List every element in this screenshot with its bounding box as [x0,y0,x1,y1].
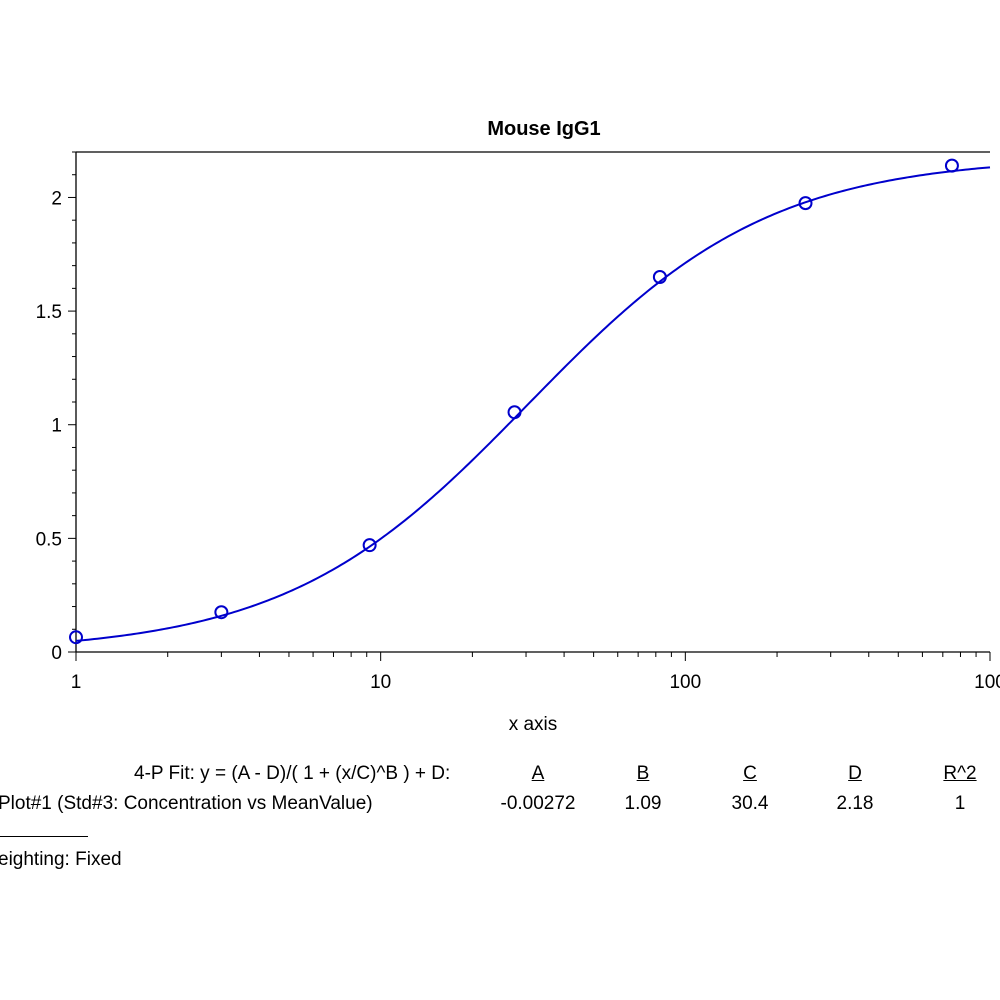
y-tick-label: 2 [51,188,62,209]
data-point [798,196,813,211]
fit-header-r2: R^2 [943,763,977,784]
data-point [69,630,83,645]
chart-title: Mouse IgG1 [487,118,600,140]
fit-value-a: -0.00272 [500,793,576,814]
fit-row-label: Plot#1 (Std#3: Concentration vs MeanValu… [0,793,373,814]
y-tick-label: 1.5 [36,302,62,323]
data-point [652,270,667,284]
fit-header-c: C [743,763,757,784]
y-tick-label: 0.5 [36,529,62,550]
x-tick-label: 10 [370,672,391,693]
fit-header-b: B [636,763,650,784]
x-tick-label: 1 [71,672,82,693]
data-point [507,405,522,420]
fit-value-b: 1.09 [624,793,662,814]
fit-curve [75,166,991,642]
data-point [944,158,959,173]
y-tick-label: 1 [51,416,62,437]
plot-area: 0 0.5 1 1.5 2 1 10 100 100 [36,151,1000,693]
fit-value-r2: 1 [954,793,966,814]
data-point [362,538,377,553]
fit-value-d: 2.18 [836,793,874,814]
weighting-label: eighting: Fixed [0,849,122,870]
fit-equation-label: 4-P Fit: y = (A - D)/( 1 + (x/C)^B ) + D… [134,763,451,784]
fit-header-d: D [848,763,862,784]
fit-header-a: A [531,763,545,784]
fit-value-c: 30.4 [731,793,769,814]
x-tick-label: 100 [974,672,1000,693]
data-point [214,605,229,620]
x-axis-label: x axis [509,714,558,735]
x-tick-label: 100 [669,672,701,693]
y-tick-label: 0 [51,643,62,664]
divider-line [0,836,88,837]
